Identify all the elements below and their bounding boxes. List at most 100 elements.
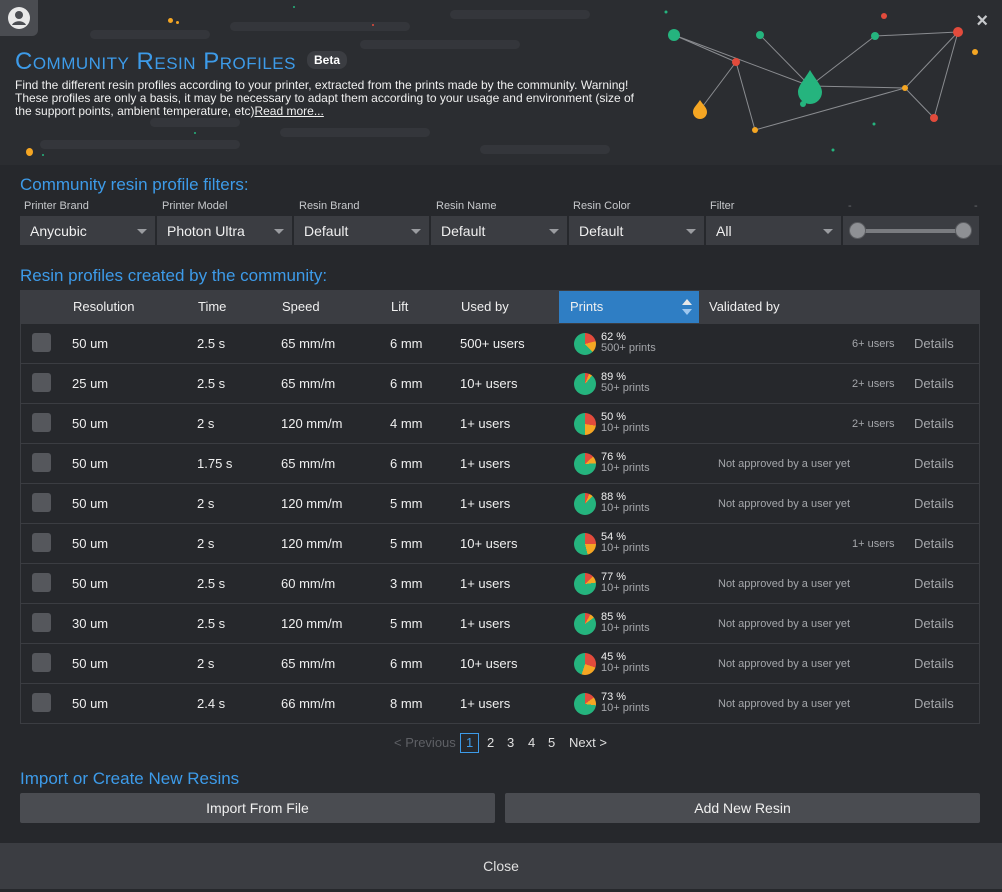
pagination-page-2[interactable]: 2 [487,735,495,750]
validated-by-cell: Not approved by a user yet [718,618,851,630]
table-row[interactable]: 25 um 2.5 s 65 mm/m 6 mm 10+ users 89 % 50+ pr… [21,363,979,403]
pagination-page-5[interactable]: 5 [548,735,556,750]
resin-name-select[interactable]: Default [431,216,567,245]
range-slider-min-handle[interactable] [849,222,866,239]
chevron-down-icon [823,229,833,234]
chevron-down-icon [137,229,147,234]
table-row[interactable]: 50 um 2 s 120 mm/m 5 mm 10+ users 54 % 10+ pri… [21,523,979,563]
table-row[interactable]: 50 um 2 s 120 mm/m 5 mm 1+ users 88 % 10+ prin… [21,483,979,523]
column-lift[interactable]: Lift [391,299,409,314]
row-checkbox[interactable] [32,693,51,712]
success-pie-chart [574,453,596,475]
lift-cell: 5 mm [390,536,423,551]
prints-count: 10+ prints [601,622,650,634]
success-percent: 88 % [601,491,627,503]
details-link[interactable]: Details [914,616,954,631]
pagination-next[interactable]: Next > [569,735,607,750]
table-row[interactable]: 30 um 2.5 s 120 mm/m 5 mm 1+ users 85 % 10+ pr… [21,603,979,643]
details-link[interactable]: Details [914,456,954,471]
add-new-resin-button[interactable]: Add New Resin [505,793,980,823]
row-checkbox[interactable] [32,653,51,672]
read-more-link[interactable]: Read more... [254,104,324,118]
range-slider[interactable] [843,216,979,245]
validated-by-cell: Not approved by a user yet [718,698,851,710]
success-pie-chart [574,653,596,675]
lift-cell: 6 mm [390,456,423,471]
table-row[interactable]: 50 um 2.5 s 60 mm/m 3 mm 1+ users 77 % 10+ pri… [21,563,979,603]
time-cell: 1.75 s [197,456,233,471]
lift-cell: 4 mm [390,416,423,431]
row-checkbox[interactable] [32,533,51,552]
row-checkbox[interactable] [32,493,51,512]
table-row[interactable]: 50 um 2.4 s 66 mm/m 8 mm 1+ users 73 % 10+ pri… [21,683,979,723]
table-row[interactable]: 50 um 2 s 120 mm/m 4 mm 1+ users 50 % 10+ prin… [21,403,979,443]
speed-cell: 60 mm/m [281,576,336,591]
row-checkbox[interactable] [32,413,51,432]
pagination-page-4[interactable]: 4 [528,735,536,750]
close-icon[interactable]: × [976,10,988,32]
filter-select[interactable]: All [706,216,841,245]
used-by-cell: 1+ users [460,696,511,711]
details-link[interactable]: Details [914,376,954,391]
lift-cell: 5 mm [390,616,423,631]
printer-brand-select[interactable]: Anycubic [20,216,155,245]
printer-model-value: Photon Ultra [167,223,245,239]
chevron-down-icon [274,229,284,234]
row-checkbox[interactable] [32,373,51,392]
resolution-cell: 50 um [72,536,109,551]
column-resolution[interactable]: Resolution [73,299,135,314]
validated-by-cell: 1+ users [852,538,895,550]
table-body: 50 um 2.5 s 65 mm/m 6 mm 500+ users 62 % 500+ … [21,323,979,723]
resolution-cell: 50 um [72,336,109,351]
user-account-button[interactable] [0,0,38,36]
details-link[interactable]: Details [914,496,954,511]
table-row[interactable]: 50 um 2 s 65 mm/m 6 mm 10+ users 45 % 10+ prin… [21,643,979,683]
speed-cell: 120 mm/m [281,616,343,631]
success-pie-chart [574,613,596,635]
time-cell: 2.5 s [197,576,226,591]
success-percent: 50 % [601,411,627,423]
validated-by-cell: Not approved by a user yet [718,658,851,670]
details-link[interactable]: Details [914,536,954,551]
prints-count: 10+ prints [601,662,650,674]
details-link[interactable]: Details [914,336,954,351]
prints-count: 50+ prints [601,382,650,394]
time-cell: 2.5 s [197,336,226,351]
column-speed[interactable]: Speed [282,299,320,314]
profiles-section-title: Resin profiles created by the community: [20,266,328,285]
success-percent: 77 % [601,571,627,583]
table-row[interactable]: 50 um 1.75 s 65 mm/m 6 mm 1+ users 76 % 10+ pr… [21,443,979,483]
success-pie-chart [574,693,596,715]
resin-color-select[interactable]: Default [569,216,704,245]
column-prints-sorted[interactable]: Prints [559,291,699,323]
column-time[interactable]: Time [198,299,227,314]
details-link[interactable]: Details [914,416,954,431]
chevron-down-icon [686,229,696,234]
row-checkbox[interactable] [32,613,51,632]
range-max-label: - [974,200,978,212]
printer-model-select[interactable]: Photon Ultra [157,216,292,245]
resin-brand-select[interactable]: Default [294,216,429,245]
details-link[interactable]: Details [914,696,954,711]
row-checkbox[interactable] [32,573,51,592]
details-link[interactable]: Details [914,576,954,591]
column-validated-by[interactable]: Validated by [709,299,780,314]
lift-cell: 8 mm [390,696,423,711]
import-from-file-button[interactable]: Import From File [20,793,495,823]
column-used-by[interactable]: Used by [461,299,509,314]
chevron-down-icon [549,229,559,234]
row-checkbox[interactable] [32,453,51,472]
row-checkbox[interactable] [32,333,51,352]
pagination-page-3[interactable]: 3 [507,735,515,750]
speed-cell: 65 mm/m [281,336,336,351]
close-button[interactable]: Close [0,843,1002,889]
range-slider-max-handle[interactable] [955,222,972,239]
success-percent: 73 % [601,691,627,703]
pagination-page-1[interactable]: 1 [460,733,480,753]
time-cell: 2 s [197,416,215,431]
details-link[interactable]: Details [914,656,954,671]
resin-name-value: Default [441,223,486,239]
used-by-cell: 500+ users [460,336,525,351]
table-row[interactable]: 50 um 2.5 s 65 mm/m 6 mm 500+ users 62 % 500+ … [21,323,979,363]
validated-by-cell: 2+ users [852,378,895,390]
